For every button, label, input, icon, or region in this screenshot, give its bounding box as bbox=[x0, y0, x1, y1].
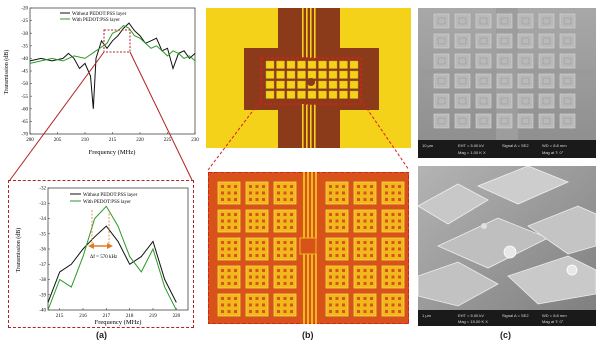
caption-b: (b) bbox=[302, 330, 314, 340]
chip-overview-image bbox=[206, 8, 411, 148]
delta-f-label: Δf = 570 kHz bbox=[90, 255, 118, 260]
y-tick-label: -70 bbox=[21, 133, 28, 138]
zoom-panel bbox=[8, 180, 194, 328]
sem-top-tilt: Mag at T: 0° bbox=[542, 150, 564, 155]
panel-c: 10 µm EHT = 5.00 kV Signal A = SE2 WD = … bbox=[418, 0, 596, 342]
y-tick-label: -33 bbox=[39, 202, 46, 207]
y-tick-label: -32 bbox=[39, 187, 46, 192]
feed-lines-zoom bbox=[303, 172, 317, 324]
y-tick-label: -60 bbox=[21, 107, 28, 112]
sem-bottom-signal: Signal A = SE2 bbox=[502, 313, 529, 318]
feed-lines bbox=[302, 8, 316, 148]
x-tick-label: 217 bbox=[103, 314, 111, 319]
series-line-with bbox=[47, 205, 177, 311]
chart-a-top-yticks: -20 -25 -30 -35 -40 -45 -50 -55 -60 -65 -70 bbox=[21, 7, 32, 138]
sem-image-top: 10 µm EHT = 5.00 kV Signal A = SE2 WD = … bbox=[418, 8, 596, 158]
x-tick-label: 219 bbox=[149, 314, 157, 319]
y-tick-label: -30 bbox=[21, 32, 28, 37]
sem-top-wd: WD = 8.8 mm bbox=[542, 143, 567, 148]
x-tick-label: 225 bbox=[164, 138, 172, 143]
x-tick-label: 215 bbox=[109, 138, 117, 143]
x-tick-label: 215 bbox=[56, 314, 64, 319]
caption-a: (a) bbox=[96, 330, 107, 340]
chart-a-top-frame bbox=[29, 7, 196, 135]
sem-top-array bbox=[433, 13, 576, 129]
y-tick-label: -20 bbox=[21, 7, 28, 12]
resonator-array-overview bbox=[265, 60, 359, 99]
chart-a-bottom-frame bbox=[47, 187, 189, 311]
x-tick-label: 216 bbox=[79, 314, 87, 319]
sem-bottom-eht: EHT = 5.00 kV bbox=[458, 313, 484, 318]
chart-a-top-xlabel: Frequency (MHz) bbox=[89, 149, 136, 156]
x-tick-label: 230 bbox=[191, 138, 199, 143]
panel-a: -20 -25 -30 -35 -40 -45 -50 -55 -60 -65 -70 200 205… bbox=[0, 0, 200, 342]
legend-label-without: Without PEDOT:PSS layer bbox=[72, 12, 127, 17]
sem-image-bottom: 1 µm EHT = 5.00 kV Signal A = SE2 WD = 8… bbox=[418, 166, 596, 326]
x-tick-label: 220 bbox=[136, 138, 144, 143]
side-electrodes bbox=[206, 58, 411, 100]
zoom-region-box-b bbox=[260, 57, 362, 105]
y-tick-label: -37 bbox=[39, 263, 46, 268]
y-tick-label: -40 bbox=[21, 57, 28, 62]
x-tick-label: 200 bbox=[26, 138, 34, 143]
resonator-array-zoom bbox=[217, 181, 405, 317]
zoom-connector bbox=[9, 51, 193, 181]
x-tick-label: 210 bbox=[81, 138, 89, 143]
caption-c: (c) bbox=[500, 330, 511, 340]
y-tick-label: -45 bbox=[21, 70, 28, 75]
series-line-without bbox=[47, 225, 177, 303]
series-line-with bbox=[29, 25, 196, 64]
sem-bottom-scalebar: 1 µm bbox=[422, 313, 432, 318]
y-tick-label: -40 bbox=[39, 309, 46, 314]
sem-top-scalebar: 10 µm bbox=[422, 143, 434, 148]
zoom-region-box bbox=[103, 29, 131, 53]
chart-a-bottom: -32 -33 -34 -35 -36 -37 -38 -39 -40 215 216 217 218… bbox=[15, 187, 189, 326]
zoom-connector-b bbox=[207, 100, 410, 171]
sem-bottom-tilt: Mag at T: 0° bbox=[542, 319, 564, 324]
sem-bottom-infobar: 1 µm EHT = 5.00 kV Signal A = SE2 WD = 8… bbox=[422, 313, 567, 324]
chart-a-top-lines bbox=[29, 22, 196, 109]
y-tick-label: -25 bbox=[21, 19, 28, 24]
y-tick-label: -55 bbox=[21, 95, 28, 100]
y-tick-label: -34 bbox=[39, 217, 46, 222]
sem-bottom-blocks bbox=[418, 166, 596, 307]
y-tick-label: -35 bbox=[39, 232, 46, 237]
y-tick-label: -50 bbox=[21, 82, 28, 87]
legend-label-with: With PEDOT:PSS layer bbox=[72, 18, 120, 23]
sem-bottom-wd: WD = 8.8 mm bbox=[542, 313, 567, 318]
panel-b: (b) bbox=[206, 0, 411, 342]
y-tick-label: -36 bbox=[39, 248, 46, 253]
delta-f-arrowhead-left bbox=[88, 243, 94, 249]
y-tick-label: -65 bbox=[21, 120, 28, 125]
chip-zoom-image bbox=[208, 172, 409, 324]
chart-a-bottom-xlabel: Frequency (MHz) bbox=[95, 319, 142, 326]
sem-top-mag: Mag = 1.00 K X bbox=[458, 150, 486, 155]
sem-top-signal: Signal A = SE2 bbox=[502, 143, 529, 148]
chart-a-bottom-ylabel: Transmission (dB) bbox=[15, 228, 22, 273]
y-tick-label: -35 bbox=[21, 44, 28, 49]
sem-bottom-mag: Mag = 15.00 K X bbox=[458, 319, 488, 324]
y-tick-label: -39 bbox=[39, 293, 46, 298]
chart-a-top: -20 -25 -30 -35 -40 -45 -50 -55 -60 -65 -70 200 205… bbox=[3, 7, 199, 156]
sem-top-eht: EHT = 5.00 kV bbox=[458, 143, 484, 148]
x-tick-label: 205 bbox=[54, 138, 62, 143]
chart-a-bottom-yticks: -32 -33 -34 -35 -36 -37 -38 -39 -40 bbox=[39, 187, 50, 314]
chart-a-top-xticks: 200 205 210 215 220 225 230 bbox=[26, 132, 199, 143]
x-tick-label: 218 bbox=[126, 314, 134, 319]
legend-label-without-b: Without PEDOT:PSS layer bbox=[83, 193, 138, 198]
sem-top-infobar: 10 µm EHT = 5.00 kV Signal A = SE2 WD = … bbox=[422, 143, 567, 155]
chart-a-bottom-lines bbox=[47, 205, 177, 311]
legend-label-with-b: With PEDOT:PSS layer bbox=[83, 200, 131, 205]
delta-f-arrowhead-right bbox=[107, 243, 113, 249]
y-tick-label: -38 bbox=[39, 278, 46, 283]
chart-a-top-ylabel: Transmission (dB) bbox=[3, 50, 10, 95]
x-tick-label: 220 bbox=[173, 314, 181, 319]
